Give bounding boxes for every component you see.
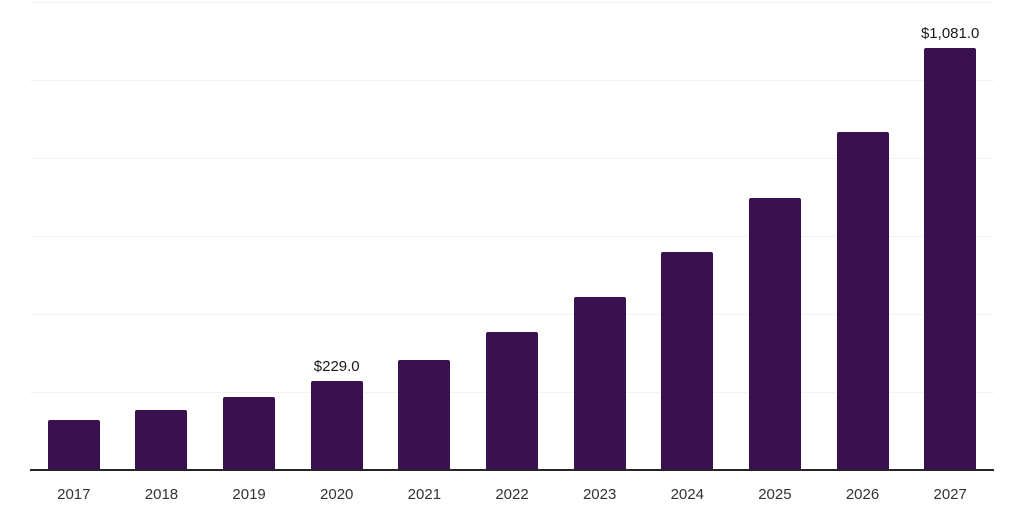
bar-2022[interactable] bbox=[486, 331, 538, 470]
bar-value-label-2020: $229.0 bbox=[313, 357, 360, 375]
bar-2020[interactable] bbox=[310, 380, 363, 470]
x-tick-label-2024: 2024 bbox=[670, 486, 704, 503]
x-tick-label-2017: 2017 bbox=[57, 486, 91, 503]
x-tick-label-2025: 2025 bbox=[758, 486, 792, 503]
bar-2023[interactable] bbox=[573, 296, 626, 470]
x-tick-label-2023: 2023 bbox=[582, 486, 617, 503]
x-tick-label-2021: 2021 bbox=[407, 486, 442, 503]
bar-2025[interactable] bbox=[748, 198, 801, 470]
x-tick-label-2027: 2027 bbox=[933, 486, 967, 503]
x-tick-label-2020: 2020 bbox=[320, 486, 354, 503]
bar-2024[interactable] bbox=[661, 251, 714, 470]
x-tick-label-2018: 2018 bbox=[144, 486, 179, 503]
bar-2017[interactable] bbox=[47, 420, 100, 470]
bar-2018[interactable] bbox=[135, 409, 188, 470]
gridline-1200 bbox=[30, 2, 994, 3]
bar-2021[interactable] bbox=[398, 359, 451, 470]
x-axis-line bbox=[30, 469, 994, 471]
bar-value-label-2027: $1,081.0 bbox=[920, 25, 980, 43]
bar-2027[interactable] bbox=[924, 48, 977, 470]
gridline-1000 bbox=[30, 80, 994, 81]
x-tick-label-2026: 2026 bbox=[845, 486, 880, 503]
x-tick-label-2022: 2022 bbox=[495, 486, 529, 503]
x-tick-label-2019: 2019 bbox=[232, 486, 266, 503]
bar-2026[interactable] bbox=[836, 131, 889, 470]
bar-2019[interactable] bbox=[223, 397, 276, 470]
